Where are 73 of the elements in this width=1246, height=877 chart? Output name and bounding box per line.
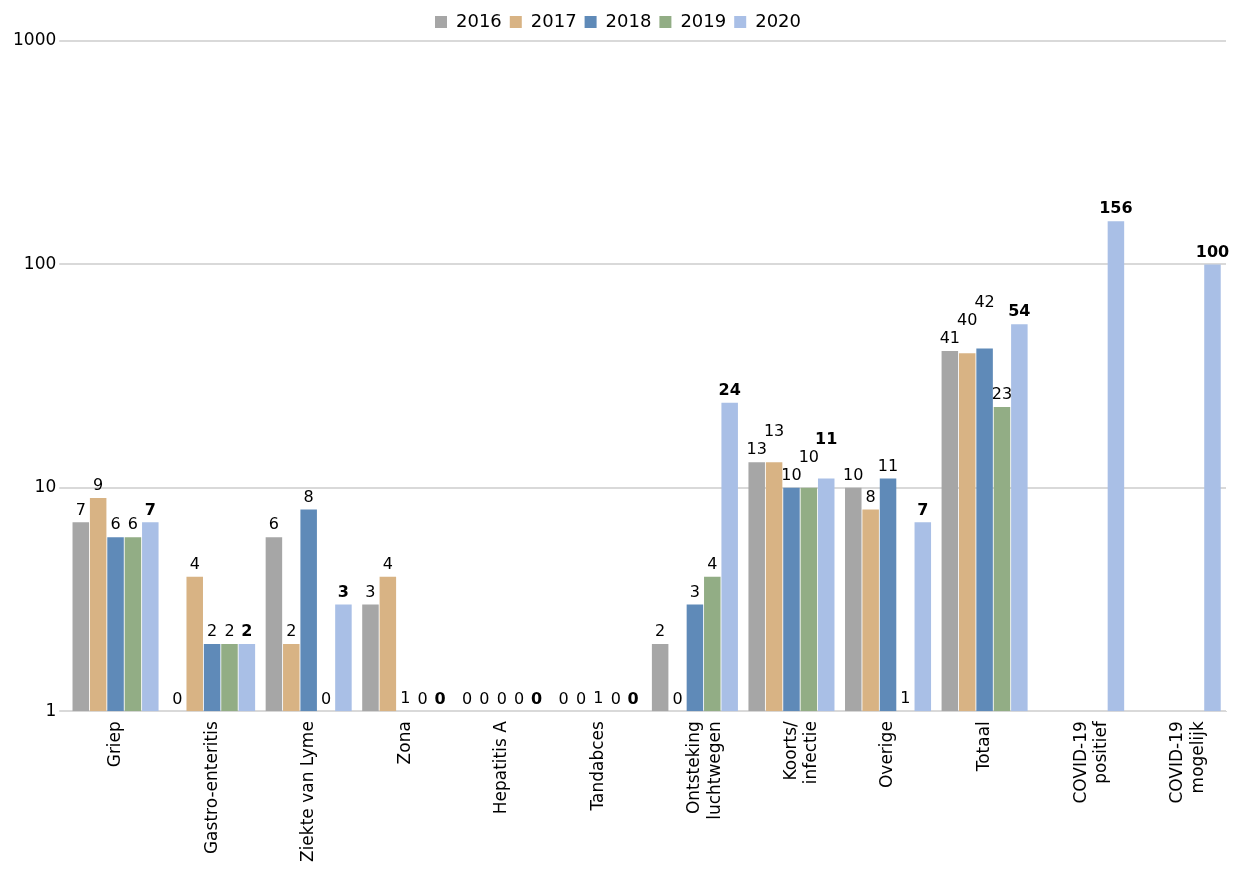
text: 0 [514,689,525,709]
data-label: 4 [189,553,200,573]
data-label: 11 [877,455,899,475]
y-tick-label: 10 [34,476,57,497]
text: 0 [172,689,183,709]
text: 0 [461,689,473,709]
data-label: 10 [843,464,864,484]
data-label: 2 [207,621,218,641]
legend-label: 2016 [455,9,502,31]
text: 0 [558,689,569,709]
x-tick-label: Totaal [973,721,994,773]
data-label: 100 [1195,241,1230,261]
y-tick-label: 100 [23,252,57,273]
text: 0 [627,689,639,709]
data-label: 7 [75,499,86,519]
data-label: 41 [939,328,961,348]
data-label: 156 [1099,198,1133,218]
data-label: 9 [93,475,104,495]
data-label: 4 [382,553,393,573]
data-label: 8 [865,486,876,506]
data-label: 2 [224,621,235,641]
data-label: 7 [917,499,929,519]
data-label: 1 [900,688,911,708]
text: 0 [672,689,683,709]
data-label: 4 [707,553,718,573]
text: 0 [496,689,507,709]
x-tick-label: COVID-19 positief [1069,720,1110,804]
x-tick-label: Overige [876,721,897,789]
x-tick-label: Hepatitis A [490,720,511,815]
x-tick-label: Tandabces [586,721,607,812]
data-label: 6 [127,514,139,534]
data-label: 3 [689,581,701,601]
data-label: 6 [268,514,279,534]
x-tick-label: COVID-19 mogelijk [1166,721,1207,804]
data-label: 10 [798,446,820,466]
legend-label: 2018 [605,9,652,31]
data-label: 2 [655,621,666,641]
data-label: 13 [746,439,767,459]
text: 0 [530,689,543,709]
text: 0 [417,689,428,709]
x-tick-label: Zona [393,721,414,765]
x-tick-label: Griep [103,721,124,768]
y-tick-label: 1000 [13,29,57,50]
x-tick-label: Ontsteking luchtwegen [683,721,724,820]
data-label: 54 [1008,301,1031,321]
data-label: 42 [974,292,995,312]
y-tick-label: 1 [45,699,57,720]
data-label: 3 [337,581,349,601]
data-label: 10 [781,464,802,484]
text: 0 [479,689,490,709]
data-label: 8 [303,486,314,506]
data-label: 40 [957,310,978,330]
legend-label: 2017 [530,9,577,31]
data-label: 3 [365,581,376,601]
text: 0 [434,689,446,709]
x-tick-label: Koorts/ infectie [779,720,821,785]
x-tick-label: Gastro-enteritis [200,721,221,855]
text: 0 [610,689,621,709]
data-label: 1 [400,688,411,708]
data-label: 13 [763,421,785,441]
data-label: 7 [144,499,156,519]
text: 0 [575,689,587,709]
legend-label: 2019 [680,9,727,31]
text: 0 [320,689,332,709]
data-label: 23 [991,384,1013,404]
data-label: 11 [815,428,838,448]
legend-label: 2020 [755,9,802,31]
data-label: 2 [241,621,253,641]
data-label: 2 [286,621,297,641]
data-label: 24 [718,379,741,399]
x-tick-label: Ziekte van Lyme [297,721,318,863]
data-label: 1 [593,688,604,708]
data-label: 6 [110,514,121,534]
